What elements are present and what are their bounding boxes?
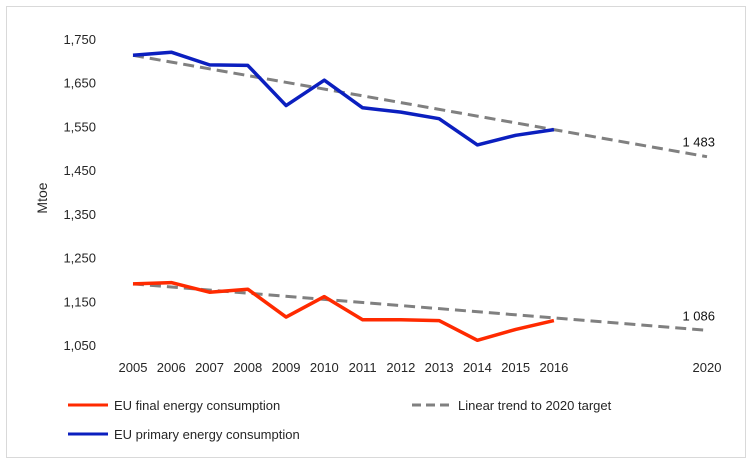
y-tick-label: 1,050 — [63, 338, 96, 353]
series-lines — [132, 50, 708, 343]
y-tick-label: 1,250 — [63, 251, 96, 266]
annotations: 1 483 1 086 — [682, 135, 715, 324]
legend-label: EU final energy consumption — [114, 398, 280, 413]
legend-label: EU primary energy consumption — [114, 427, 300, 442]
x-tick-label: 2005 — [119, 360, 148, 375]
y-tick-label: 1,450 — [63, 163, 96, 178]
y-axis-label: Mtoe — [34, 182, 50, 213]
x-tick-label: 2015 — [501, 360, 530, 375]
legend: EU final energy consumption Linear trend … — [68, 398, 612, 442]
x-tick-label: 2014 — [463, 360, 492, 375]
y-tick-label: 1,150 — [63, 294, 96, 309]
end-value-label: 1 483 — [682, 135, 715, 150]
chart-frame — [6, 6, 746, 458]
y-axis-ticks: 1,050 1,150 1,250 1,350 1,450 1,550 1,650 1,750 — [63, 32, 96, 353]
x-axis-ticks: 2005 2006 2007 2008 2009 2010 2011 2012 2013 2014… — [119, 360, 722, 375]
x-tick-label: 2016 — [539, 360, 568, 375]
x-tick-label: 2020 — [693, 360, 722, 375]
series-line-1 — [132, 280, 555, 343]
y-tick-label: 1,550 — [63, 119, 96, 134]
x-tick-label: 2012 — [386, 360, 415, 375]
y-tick-label: 1,650 — [63, 76, 96, 91]
series-line-0 — [132, 50, 555, 147]
y-tick-label: 1,350 — [63, 207, 96, 222]
end-value-label: 1 086 — [682, 308, 715, 323]
x-tick-label: 2006 — [157, 360, 186, 375]
x-tick-label: 2010 — [310, 360, 339, 375]
x-tick-label: 2011 — [349, 360, 377, 375]
x-tick-label: 2008 — [233, 360, 262, 375]
legend-label: Linear trend to 2020 target — [458, 398, 612, 413]
x-tick-label: 2009 — [272, 360, 301, 375]
trend-line-2 — [132, 53, 708, 159]
y-tick-label: 1,750 — [63, 32, 96, 47]
x-tick-label: 2013 — [425, 360, 454, 375]
x-tick-label: 2007 — [195, 360, 224, 375]
